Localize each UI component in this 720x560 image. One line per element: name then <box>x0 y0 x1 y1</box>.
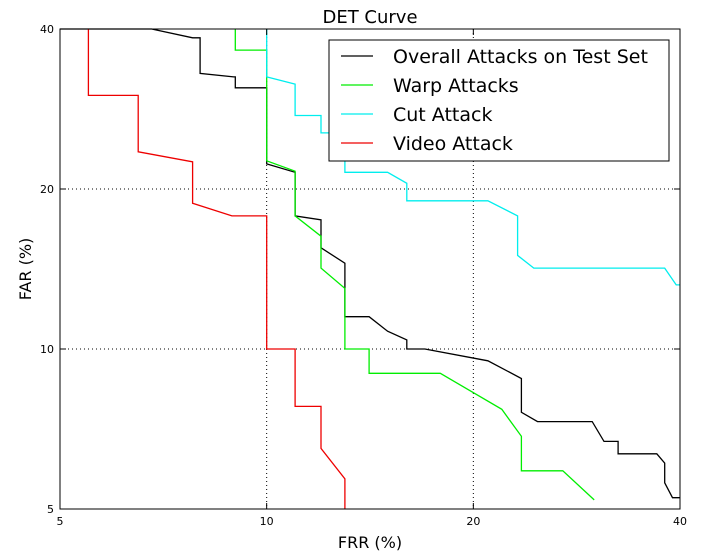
chart-title: DET Curve <box>322 7 417 28</box>
x-tick-label-10: 10 <box>260 515 274 528</box>
legend-label-video-attack: Video Attack <box>393 133 513 155</box>
x-tick-label-5: 5 <box>57 515 64 528</box>
y-tick-label-5: 5 <box>47 503 54 516</box>
y-tick-label-40: 40 <box>40 23 54 36</box>
x-tick-label-20: 20 <box>466 515 480 528</box>
plot-frame <box>59 28 681 510</box>
series-line-warp-attacks <box>234 29 595 501</box>
legend: Overall Attacks on Test Set Warp Attacks C… <box>328 39 670 162</box>
y-tick-label-10: 10 <box>40 343 54 356</box>
legend-label-overall-attacks-on-test-set: Overall Attacks on Test Set <box>393 46 648 68</box>
legend-label-cut-attack: Cut Attack <box>393 104 492 126</box>
legend-label-warp-attacks: Warp Attacks <box>393 75 519 97</box>
tick-marks: 5 10 20 40 5 10 20 40 <box>40 23 687 528</box>
series-line-overall-attacks-on-test-set <box>60 28 680 499</box>
y-axis-label: FAR (%) <box>16 238 35 301</box>
series-line-cut-attack <box>266 29 680 286</box>
x-tick-label-40: 40 <box>673 515 687 528</box>
y-tick-label-20: 20 <box>40 183 54 196</box>
x-axis-label: FRR (%) <box>338 533 402 552</box>
series-group <box>60 28 680 509</box>
series-line-video-attack <box>87 29 346 509</box>
legend-box <box>328 39 670 162</box>
